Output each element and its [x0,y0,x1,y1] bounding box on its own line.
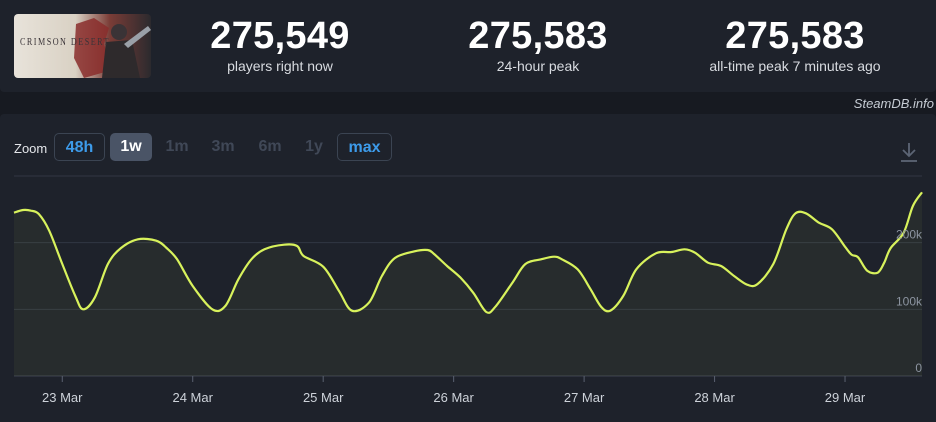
x-tick-label: 29 Mar [825,390,866,405]
zoom-1w-button[interactable]: 1w [110,133,152,161]
stats-bar: CRIMSON DESERT 275,549 players right now… [0,0,936,92]
steamdb-watermark[interactable]: SteamDB.info [853,96,934,111]
zoom-label: Zoom [14,141,48,156]
x-axis-ticks: 23 Mar 24 Mar 25 Mar 26 Mar 27 Mar 28 Mar 29 M… [42,376,866,405]
alltime-peak-value: 275,583 [725,15,865,57]
game-thumbnail[interactable]: CRIMSON DESERT [14,14,151,78]
x-tick-label: 26 Mar [433,390,474,405]
stat-24h-peak: 275,583 24-hour peak [418,14,658,74]
stat-alltime-peak: 275,583 all-time peak 7 minutes ago [675,14,915,74]
current-players-value: 275,549 [210,15,350,57]
x-tick-label: 23 Mar [42,390,83,405]
zoom-48h-button[interactable]: 48h [54,133,105,161]
x-tick-label: 28 Mar [694,390,735,405]
y-tick-label: 0 [915,361,922,375]
peak24-label: 24-hour peak [496,58,580,74]
zoom-3m-button: 3m [211,138,235,155]
chart-area-fill [14,192,922,376]
chart-series-line [13,191,923,314]
y-tick-label: 200k [896,228,923,242]
zoom-6m-button: 6m [258,138,282,155]
zoom-1m-button: 1m [165,138,189,155]
chart-panel: Zoom 48h 1w 1m 3m 6m 1y max [0,114,936,422]
chart-gridlines [14,175,922,377]
stat-current-players: 275,549 players right now [160,14,400,74]
alltime-peak-label: all-time peak 7 minutes ago [709,58,881,74]
x-tick-label: 27 Mar [564,390,605,405]
zoom-max-button[interactable]: max [337,133,392,161]
current-players-label: players right now [227,58,333,74]
x-tick-label: 24 Mar [172,390,213,405]
download-icon[interactable] [898,140,920,164]
y-tick-label: 100k [896,294,923,308]
y-axis-ticks: 0 100k 200k [896,228,923,375]
zoom-1y-button: 1y [305,138,323,155]
peak24-value: 275,583 [468,15,608,57]
game-logo-text: CRIMSON DESERT [20,36,110,48]
game-logo-image: CRIMSON DESERT [14,14,151,78]
x-tick-label: 25 Mar [303,390,344,405]
